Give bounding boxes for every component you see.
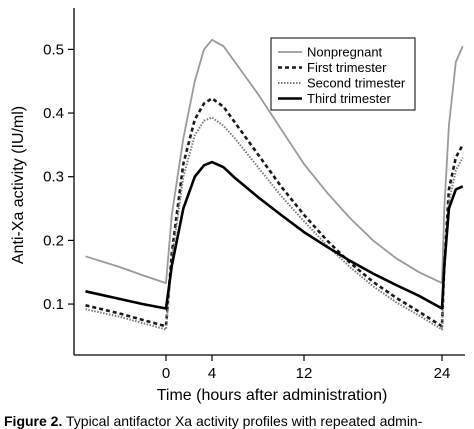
x-tick-label: 24 bbox=[434, 365, 451, 382]
legend-label-1: Nonpregnant bbox=[307, 45, 383, 60]
legend-label-2: First trimester bbox=[307, 60, 387, 75]
y-tick-label: 0.3 bbox=[43, 169, 64, 186]
plot-lines bbox=[85, 38, 464, 331]
series-line-1 bbox=[85, 38, 464, 284]
y-tick-label: 0.4 bbox=[43, 105, 64, 122]
legend-label-4: Third trimester bbox=[307, 91, 391, 106]
y-ticks: 0.1 0.2 0.3 0.4 0.5 bbox=[43, 41, 74, 313]
caption-label: Figure 2. bbox=[4, 413, 63, 429]
legend-label-3: Second trimester bbox=[307, 76, 406, 91]
x-tick-label: 0 bbox=[162, 365, 170, 382]
y-axis-title: Anti-Xa activity (IU/ml) bbox=[10, 106, 27, 264]
x-axis-title: Time (hours after administration) bbox=[157, 387, 388, 404]
x-ticks: 0 4 12 24 bbox=[162, 355, 451, 382]
y-tick-label: 0.2 bbox=[43, 232, 64, 249]
x-tick-label: 4 bbox=[208, 365, 216, 382]
figure-caption: Figure 2. Typical antifactor Xa activity… bbox=[4, 413, 474, 429]
series-line-3 bbox=[85, 116, 464, 331]
series-line-4 bbox=[85, 160, 464, 310]
y-tick-label: 0.1 bbox=[43, 296, 64, 313]
x-tick-label: 12 bbox=[296, 365, 313, 382]
y-tick-label: 0.5 bbox=[43, 41, 64, 58]
chart: 0.1 0.2 0.3 0.4 0.5 0 4 12 24 Anti-Xa activity … bbox=[10, 8, 465, 404]
caption-text: Typical antifactor Xa activity profiles … bbox=[66, 413, 423, 429]
series-line-2 bbox=[85, 97, 464, 328]
